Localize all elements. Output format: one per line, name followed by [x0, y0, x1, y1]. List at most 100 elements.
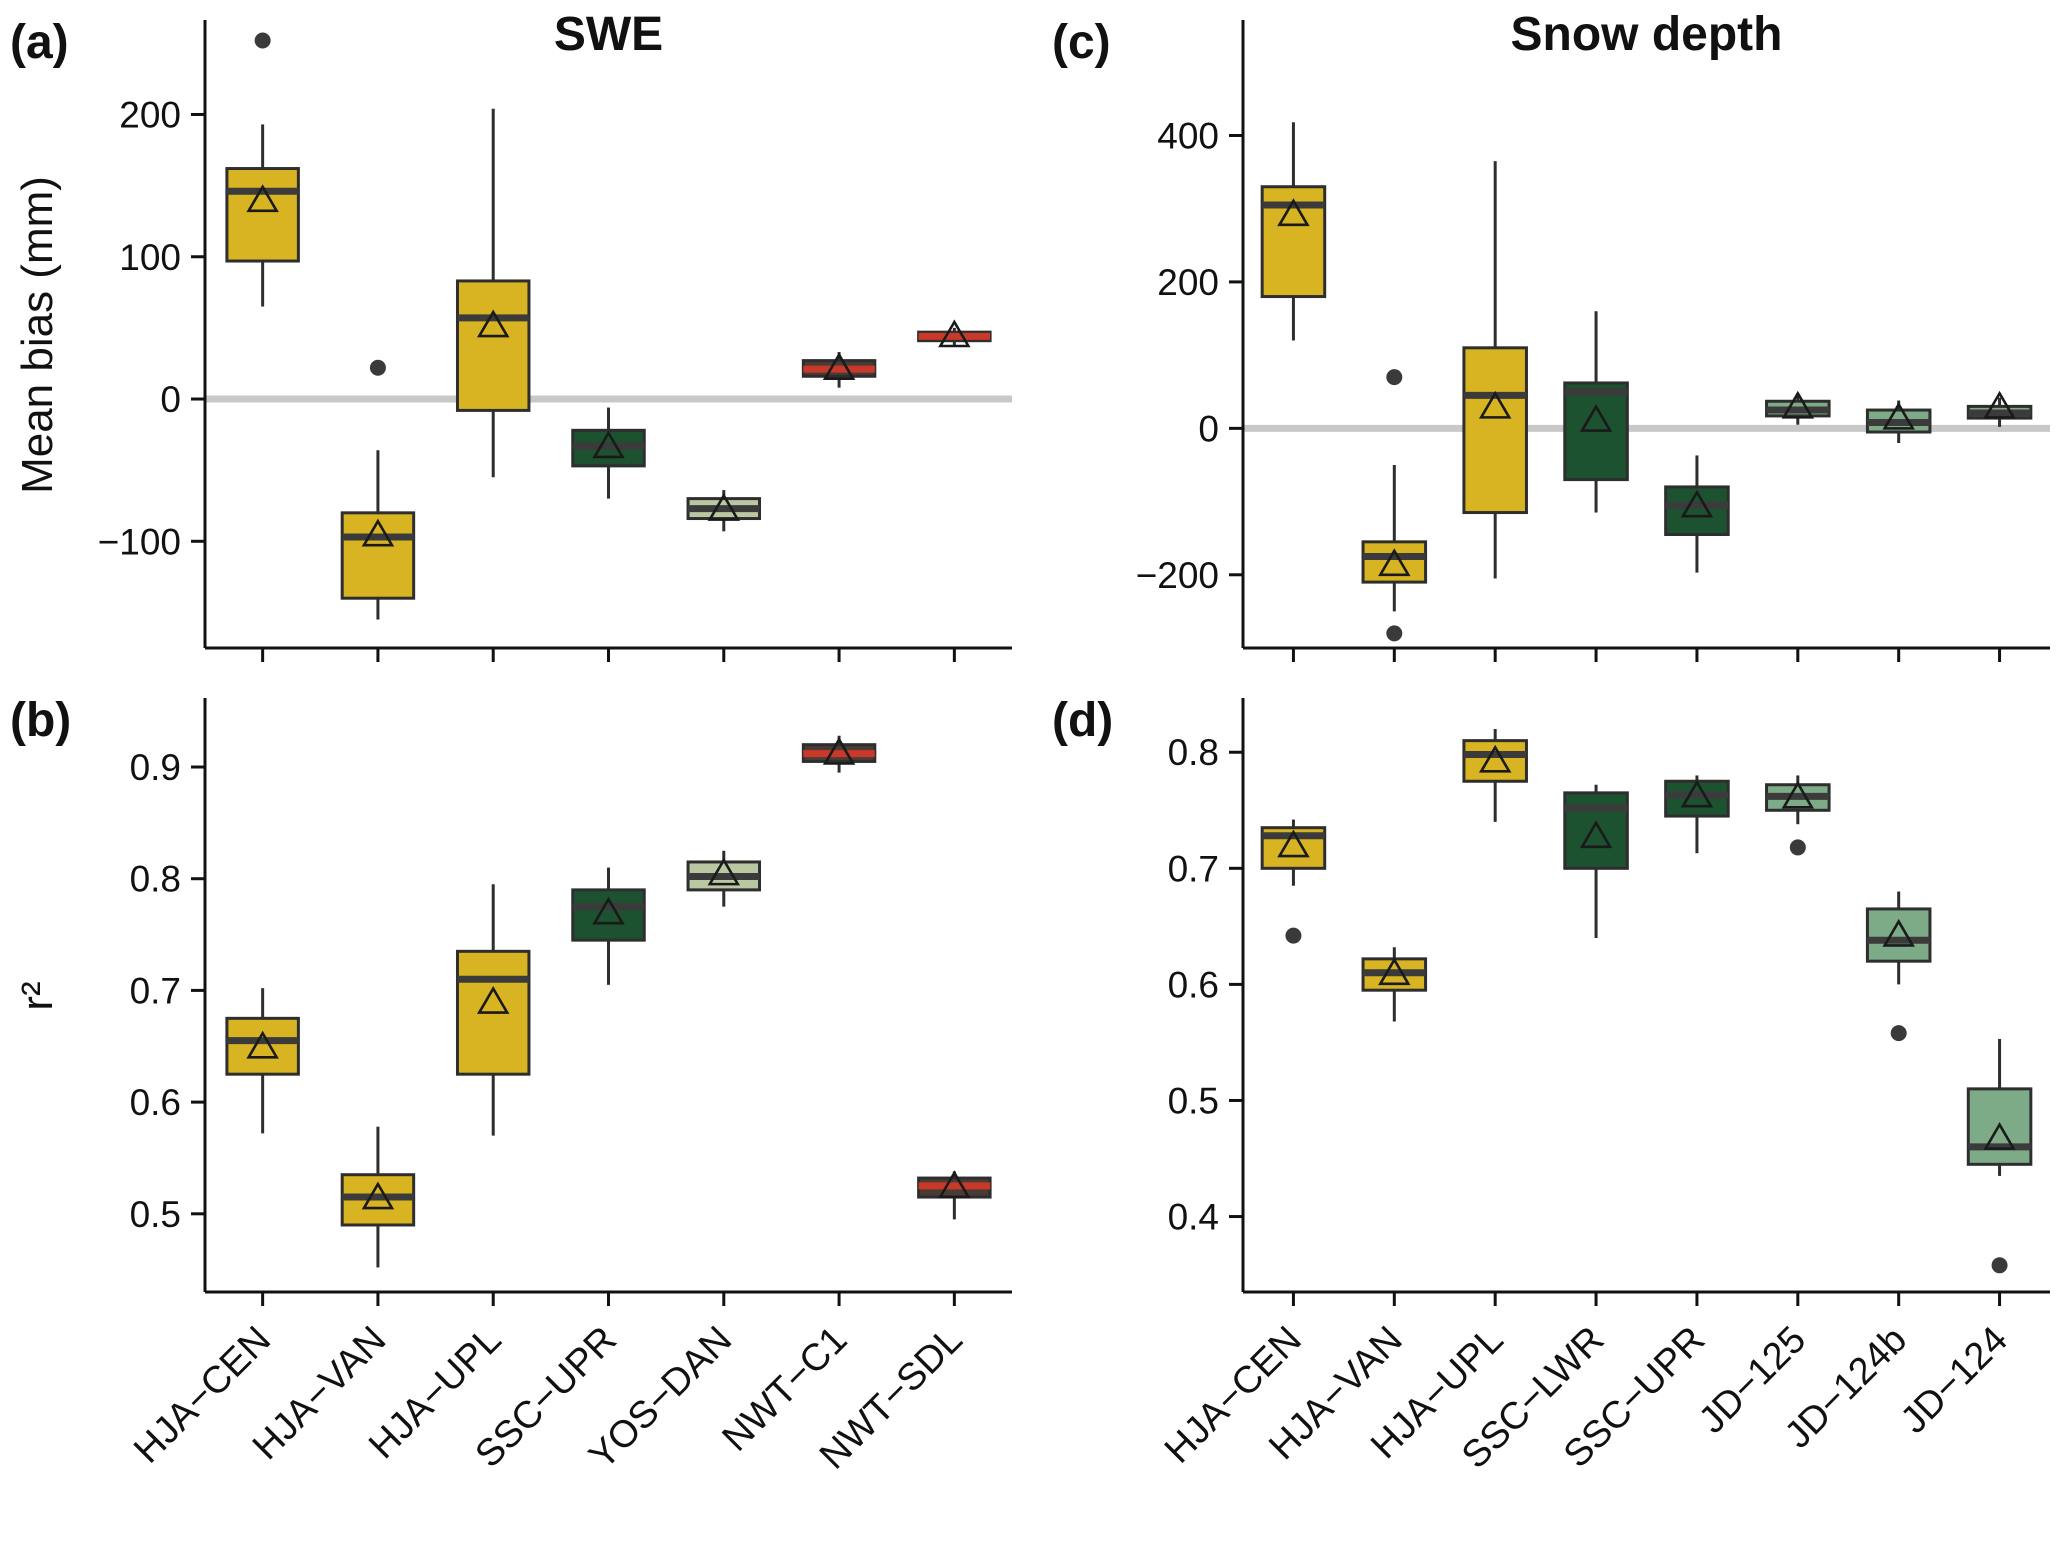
y-axis-title-a: Mean bias (mm) [13, 176, 62, 494]
boxplot-JD−124 [1966, 390, 2033, 427]
panel-title-a: SWE [554, 8, 663, 61]
mean-triangle [1378, 548, 1411, 577]
y-tick-label: 200 [119, 94, 181, 135]
panel-b: 0.50.60.70.80.9HJA−CENHJA−VANHJA−UPLSSC−… [10, 694, 1012, 1478]
mean-triangle [1478, 390, 1512, 419]
box [340, 511, 416, 600]
y-tick-label: 400 [1157, 115, 1219, 156]
boxplot-NWT−SDL [917, 319, 992, 348]
boxplot-JD−125 [1765, 775, 1831, 856]
boxplot-HJA−UPL [1462, 729, 1528, 822]
y-tick-label: 0.6 [130, 1082, 181, 1123]
y-tick-label: 0.8 [1168, 732, 1219, 773]
boxplot-SSC−UPR [1664, 775, 1730, 854]
mean-triangle [707, 857, 741, 886]
boxplot-NWT−C1 [801, 735, 877, 773]
boxplot-HJA−CEN [1260, 122, 1327, 341]
boxplot-HJA−CEN [225, 32, 300, 307]
boxplot-YOS−DAN [686, 490, 762, 532]
mean-triangle [1378, 957, 1411, 986]
y-tick-label: 0.5 [1168, 1080, 1219, 1121]
panel-letter-a: (a) [10, 16, 69, 69]
panel-letter-c: (c) [1052, 16, 1111, 69]
boxplot-SSC−UPR [571, 867, 646, 985]
boxplot-SSC−UPR [571, 407, 646, 499]
mean-triangle [938, 319, 971, 348]
mean-triangle [592, 896, 625, 925]
mean-triangle [246, 1030, 279, 1059]
mean-triangle [1579, 820, 1613, 849]
boxplot-HJA−VAN [1361, 947, 1428, 1022]
outlier-point [1285, 927, 1302, 944]
x-tick-label: JD−124 [1893, 1319, 2016, 1442]
mean-triangle [246, 184, 279, 213]
y-tick-label: 0.6 [1168, 964, 1219, 1005]
mean-triangle [938, 1170, 971, 1199]
y-axis-title-b: r² [13, 981, 62, 1010]
y-tick-label: 0.4 [1168, 1197, 1219, 1238]
mean-triangle [1277, 198, 1310, 227]
box [455, 279, 531, 412]
y-tick-label: 100 [119, 237, 181, 278]
mean-triangle [1781, 780, 1815, 809]
boxplot-JD−124b [1865, 400, 1932, 443]
mean-triangle [361, 518, 395, 547]
mean-triangle [1882, 918, 1915, 947]
mean-triangle [361, 1181, 395, 1210]
boxplot-NWT−C1 [801, 352, 877, 388]
boxplot-HJA−VAN [1361, 369, 1428, 642]
y-tick-label: 0 [1198, 408, 1219, 449]
panel-c: −200 0 200 400 (c) Snow depth [1052, 8, 2050, 662]
y-tick-label: 0.7 [1168, 848, 1219, 889]
mean-triangle [1781, 390, 1815, 419]
y-tick-label: 200 [1157, 262, 1219, 303]
boxplot-SSC−LWR [1563, 784, 1629, 938]
mean-triangle [476, 309, 510, 338]
outlier-point [369, 359, 386, 376]
boxplot-HJA−UPL [455, 108, 531, 478]
box [225, 167, 300, 263]
box [1865, 907, 1932, 963]
boxplot-HJA−VAN [340, 1126, 416, 1268]
boxplot-JD−124 [1966, 1038, 2033, 1274]
boxplot-NWT−SDL [917, 1170, 992, 1220]
panel-title-c: Snow depth [1511, 8, 1783, 61]
box [1563, 791, 1629, 870]
mean-triangle [1478, 744, 1512, 773]
boxplot-HJA−UPL [455, 884, 531, 1136]
y-tick-label: −200 [1136, 555, 1219, 596]
outlier-point [1386, 625, 1403, 642]
mean-triangle [592, 430, 625, 459]
outlier-point [1890, 1025, 1907, 1042]
mean-triangle [1680, 489, 1714, 518]
box [455, 949, 531, 1076]
panel-letter-b: (b) [10, 694, 71, 747]
box [1966, 1087, 2033, 1166]
boxplot-YOS−DAN [686, 850, 762, 907]
boxplot-HJA−CEN [1260, 819, 1327, 944]
outlier-point [1991, 1257, 2008, 1274]
boxplot-HJA−VAN [340, 359, 416, 620]
boxplot-SSC−UPR [1664, 455, 1730, 573]
y-tick-label: 0.7 [130, 970, 181, 1011]
mean-triangle [1277, 829, 1310, 858]
y-tick-label: −100 [98, 521, 181, 562]
mean-triangle [822, 352, 856, 381]
boxplot-HJA−UPL [1462, 161, 1528, 579]
outlier-point [1386, 369, 1403, 386]
boxplot-HJA−CEN [225, 988, 300, 1134]
boxplot-SSC−LWR [1563, 311, 1629, 513]
y-tick-label: 0 [160, 379, 181, 420]
panel-letter-d: (d) [1052, 694, 1113, 747]
box [225, 1016, 300, 1076]
panel-a: −100 0 100 200 (a) SWE Mean bias (mm) [10, 8, 1012, 662]
outlier-point [254, 32, 271, 49]
mean-triangle [1579, 403, 1613, 432]
y-tick-label: 0.9 [130, 747, 181, 788]
mean-triangle [707, 492, 741, 521]
y-tick-label: 0.8 [130, 859, 181, 900]
box [1664, 485, 1730, 537]
mean-triangle [822, 736, 856, 765]
